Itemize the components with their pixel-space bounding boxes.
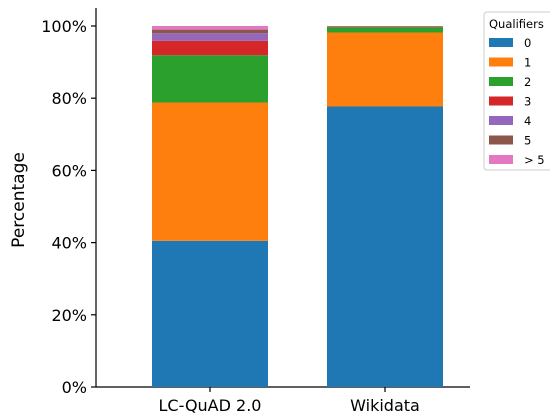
legend-label: 1 (524, 56, 531, 70)
bar-segment (327, 32, 443, 107)
y-tick-label: 40% (51, 234, 87, 253)
x-tick-label: LC-QuAD 2.0 (159, 396, 262, 414)
legend-items: 0 1 2 3 4 5 > 5 (489, 36, 545, 167)
bars (152, 26, 443, 388)
legend-swatch (489, 57, 513, 67)
x-axis-ticks: LC-QuAD 2.0 Wikidata (159, 387, 420, 414)
y-axis-label: Percentage (9, 152, 29, 248)
legend-label: 2 (524, 75, 531, 89)
bar-segment (152, 102, 268, 241)
legend-swatch (489, 155, 513, 164)
legend-swatch (489, 96, 513, 106)
bar-segment (152, 29, 268, 34)
legend-label: > 5 (524, 153, 545, 167)
legend-swatch (489, 135, 513, 145)
bar-segment (152, 26, 268, 30)
y-axis-ticks: 0% 20% 40% 60% 80% 100% (41, 17, 96, 397)
legend-label: 0 (524, 36, 531, 50)
legend: Qualifiers 0 1 2 3 4 5 > 5 (483, 11, 550, 171)
legend-label: 4 (524, 114, 531, 128)
y-tick-label: 0% (62, 378, 87, 397)
y-tick-label: 100% (41, 17, 87, 36)
x-tick-label: Wikidata (350, 396, 420, 414)
bar-segment (152, 240, 268, 387)
bar-segment (327, 106, 443, 388)
bar-segment (152, 40, 268, 56)
bar-segment (152, 55, 268, 103)
legend-title: Qualifiers (489, 17, 544, 31)
legend-label: 5 (524, 134, 531, 148)
legend-label: 3 (524, 95, 531, 109)
bar-segment (327, 27, 443, 33)
y-tick-label: 80% (51, 89, 87, 108)
bar-segment (152, 33, 268, 41)
legend-swatch (489, 38, 513, 47)
y-tick-label: 20% (51, 306, 87, 325)
legend-frame (483, 11, 550, 171)
legend-swatch (489, 116, 513, 125)
y-tick-label: 60% (51, 161, 87, 180)
bar-segment (327, 26, 443, 28)
legend-swatch (489, 77, 513, 86)
